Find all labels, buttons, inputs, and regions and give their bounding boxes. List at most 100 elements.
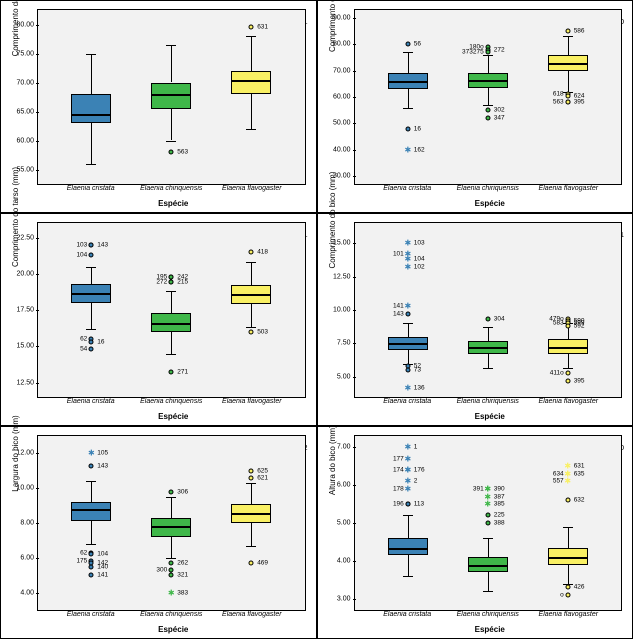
y-tick-mark xyxy=(353,310,356,311)
y-tick-label: 5.00 xyxy=(327,373,351,380)
outlier-extreme: ✱ xyxy=(564,464,571,469)
whisker-cap xyxy=(483,105,493,106)
outlier-extreme: ✱ xyxy=(564,471,571,476)
y-tick-mark xyxy=(36,25,39,26)
outlier-label: 105 xyxy=(97,450,108,457)
outlier-label: 2 xyxy=(414,478,418,485)
x-tick-label: Elaenia chiriquensis xyxy=(457,611,519,618)
outlier-label: 73 xyxy=(414,367,421,374)
whisker-lower xyxy=(171,332,172,354)
whisker-cap xyxy=(483,591,493,592)
median-line xyxy=(388,81,428,83)
outlier xyxy=(565,370,570,375)
x-tick-label: Elaenia chiriquensis xyxy=(140,398,202,405)
whisker-cap xyxy=(166,291,176,292)
y-ticks: 5.007.5010.0012.5015.00 xyxy=(327,223,353,397)
median-line xyxy=(71,114,111,116)
outlier xyxy=(565,585,570,590)
whisker-upper xyxy=(251,36,252,71)
outlier xyxy=(169,150,174,155)
y-tick-mark xyxy=(353,599,356,600)
outlier xyxy=(565,29,570,34)
y-tick-label: 50.00 xyxy=(327,120,351,127)
outlier-label: 16 xyxy=(97,338,104,345)
y-tick-label: 17.50 xyxy=(10,307,34,314)
x-tick-label: Elaenia chiriquensis xyxy=(457,398,519,405)
whisker-cap xyxy=(483,538,493,539)
whisker-upper xyxy=(488,55,489,73)
y-tick-label: 4.00 xyxy=(10,589,34,596)
y-tick-label: 10.00 xyxy=(10,485,34,492)
whisker-lower xyxy=(488,354,489,367)
y-tick-label: 10.00 xyxy=(327,307,351,314)
outlier-label: 347 xyxy=(494,115,505,122)
median-line xyxy=(231,294,271,296)
whisker-upper xyxy=(91,481,92,502)
outlier-label: 225 xyxy=(494,512,505,519)
y-tick-label: 60.00 xyxy=(327,94,351,101)
outlier xyxy=(249,475,254,480)
x-axis-label: Espécie xyxy=(37,412,310,421)
outlier-label: 272 xyxy=(494,46,505,53)
whisker-cap xyxy=(403,52,413,53)
outlier-label: 391 xyxy=(462,485,484,492)
outlier-label: 563 xyxy=(542,99,564,106)
outlier xyxy=(405,126,410,131)
outlier-extreme: ✱ xyxy=(404,241,411,246)
outlier xyxy=(89,347,94,352)
outlier xyxy=(565,100,570,105)
whisker-cap xyxy=(166,558,176,559)
y-tick-label: 6.00 xyxy=(10,554,34,561)
outlier-label: 271 xyxy=(177,369,188,376)
y-tick-mark xyxy=(36,593,39,594)
y-tick-mark xyxy=(353,18,356,19)
whisker-cap xyxy=(403,515,413,516)
y-tick-label: 3.00 xyxy=(327,595,351,602)
y-ticks: 30.0040.0050.0060.0070.0080.0090.00 xyxy=(327,10,353,184)
whisker-lower xyxy=(568,71,569,92)
x-tick-label: Elaenia chiriquensis xyxy=(457,185,519,192)
outlier-label: 383 xyxy=(177,589,188,596)
outlier xyxy=(405,368,410,373)
outlier-label: 395 xyxy=(574,99,585,106)
outlier-label: 469 xyxy=(257,560,268,567)
median-line xyxy=(468,347,508,349)
outlier-label: 503 xyxy=(257,328,268,335)
outlier xyxy=(249,329,254,334)
outlier-label: 143 xyxy=(382,311,404,318)
whisker-cap xyxy=(86,481,96,482)
outlier-label: 557 xyxy=(542,478,564,485)
x-tick-label: Elaenia flavogaster xyxy=(222,185,282,192)
outlier-label: 215 xyxy=(177,279,188,286)
plot-wrap: Comprimento do bico (mm)5.007.5010.0012.… xyxy=(324,222,627,398)
outlier-extreme: ✱ xyxy=(404,303,411,308)
outlier-extreme: ✱ xyxy=(484,494,491,499)
outlier xyxy=(169,280,174,285)
outlier-label: 162 xyxy=(414,146,425,153)
whisker-lower xyxy=(408,89,409,107)
outlier-label: 102 xyxy=(414,264,425,271)
plot-area: 4.006.008.0010.0012.00✱10514362104175142… xyxy=(37,435,306,611)
y-tick-mark xyxy=(36,310,39,311)
x-ticks: Elaenia cristataElaenia chiriquensisElae… xyxy=(37,185,306,197)
plot-area: 55.0060.0065.0070.0075.0080.00563631 xyxy=(37,9,306,185)
outlier-extreme: ✱ xyxy=(404,445,411,450)
outlier-label: 300 xyxy=(145,566,167,573)
median-line xyxy=(151,94,191,96)
outlier xyxy=(485,521,490,526)
y-tick-label: 80.00 xyxy=(10,21,34,28)
y-tick-label: 12.50 xyxy=(10,379,34,386)
y-tick-mark xyxy=(36,170,39,171)
outlier-label: 272 xyxy=(145,279,167,286)
y-tick-mark xyxy=(353,176,356,177)
whisker-lower xyxy=(568,565,569,584)
outlier-label: 56 xyxy=(414,41,421,48)
median-line xyxy=(468,80,508,82)
y-tick-mark xyxy=(36,83,39,84)
y-tick-mark xyxy=(353,561,356,562)
y-tick-mark xyxy=(353,447,356,448)
outlier-label: 631 xyxy=(257,24,268,31)
outlier-label: 101 xyxy=(382,250,404,257)
panel-bico_alt: EC =175ECH = 210EF = 243Altura do bico (… xyxy=(317,426,633,639)
outlier-label: 140 xyxy=(97,563,108,570)
